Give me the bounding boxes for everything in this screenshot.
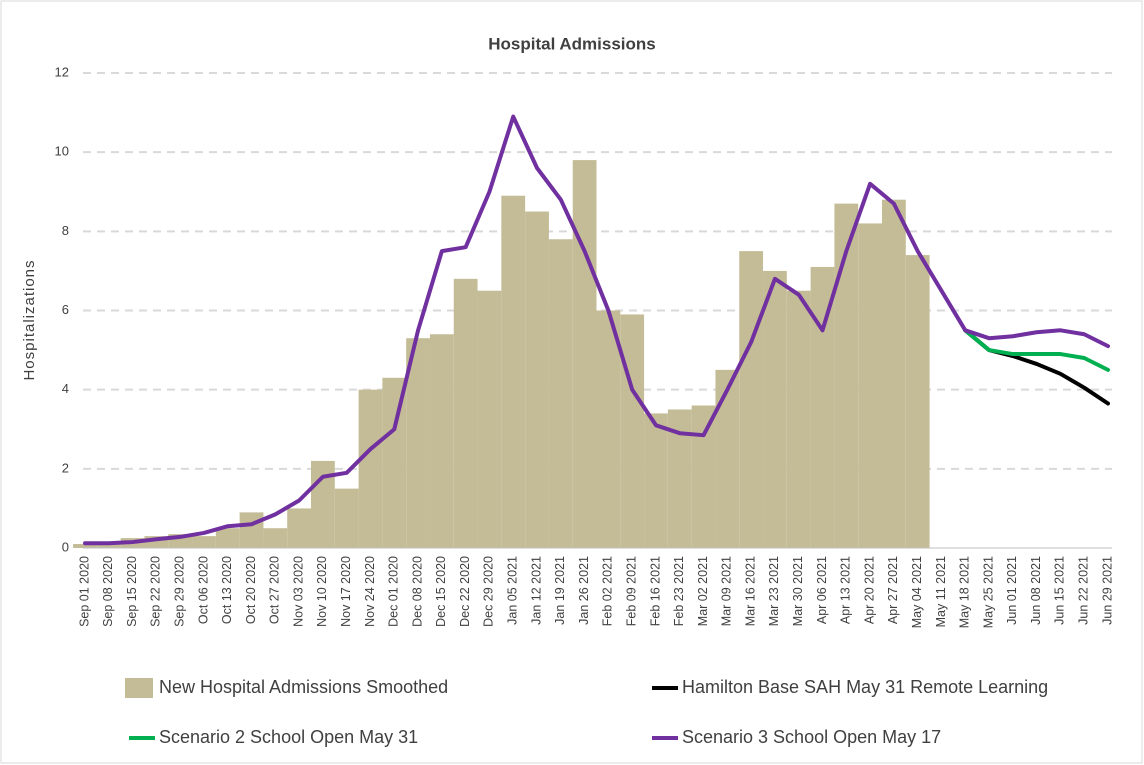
y-tick-label: 8 bbox=[62, 223, 69, 238]
x-tick-label: Mar 02 2021 bbox=[696, 556, 710, 626]
x-tick-label: Oct 27 2020 bbox=[268, 556, 282, 624]
bar bbox=[263, 528, 288, 548]
legend-label: Hamilton Base SAH May 31 Remote Learning bbox=[682, 677, 1048, 697]
bar bbox=[834, 203, 859, 548]
bar bbox=[548, 239, 573, 548]
x-tick-label: Dec 15 2020 bbox=[434, 556, 448, 627]
x-tick-label: Jan 26 2021 bbox=[577, 556, 591, 625]
bar bbox=[382, 377, 407, 548]
x-tick-label: Sep 22 2020 bbox=[149, 556, 163, 627]
y-axis-label: Hospitalizations bbox=[21, 259, 38, 380]
bar bbox=[905, 255, 930, 549]
bar bbox=[667, 409, 692, 548]
x-tick-label: Mar 16 2021 bbox=[743, 556, 757, 626]
x-tick-label: Nov 03 2020 bbox=[291, 556, 305, 627]
x-tick-label: Apr 20 2021 bbox=[862, 556, 876, 624]
x-tick-label: Jan 12 2021 bbox=[529, 556, 543, 625]
x-tick-label: Mar 23 2021 bbox=[767, 556, 781, 626]
x-tick-label: Dec 29 2020 bbox=[482, 556, 496, 627]
x-tick-label: May 04 2021 bbox=[910, 556, 924, 628]
x-tick-label: Nov 24 2020 bbox=[363, 556, 377, 627]
x-tick-label: Dec 22 2020 bbox=[458, 556, 472, 627]
bar bbox=[858, 223, 882, 548]
x-tick-label: Sep 15 2020 bbox=[125, 556, 139, 627]
x-tick-label: Jun 15 2021 bbox=[1053, 556, 1067, 625]
x-tick-label: Dec 08 2020 bbox=[410, 556, 424, 627]
bar bbox=[572, 160, 597, 549]
bar bbox=[715, 369, 740, 548]
x-tick-label: Apr 13 2021 bbox=[839, 556, 853, 624]
bar bbox=[215, 528, 240, 548]
x-tick-label: Sep 29 2020 bbox=[172, 556, 186, 627]
x-tick-label: Jan 05 2021 bbox=[506, 556, 520, 625]
bar bbox=[644, 413, 668, 548]
x-tick-label: Mar 30 2021 bbox=[791, 556, 805, 626]
x-tick-label: Mar 09 2021 bbox=[720, 556, 734, 626]
bar bbox=[525, 211, 549, 548]
legend-label: New Hospital Admissions Smoothed bbox=[159, 677, 448, 697]
x-tick-label: Jun 01 2021 bbox=[1005, 556, 1019, 625]
line bbox=[83, 114, 1110, 546]
bar bbox=[358, 389, 383, 548]
x-tick-label: Nov 17 2020 bbox=[339, 556, 353, 627]
y-tick-label: 12 bbox=[55, 64, 69, 79]
bar bbox=[620, 314, 645, 548]
x-tick-label: Apr 27 2021 bbox=[886, 556, 900, 624]
x-tick-label: Feb 23 2021 bbox=[672, 556, 686, 626]
legend-label: Scenario 3 School Open May 17 bbox=[682, 727, 941, 747]
bar bbox=[501, 195, 526, 549]
x-tick-label: Jan 19 2021 bbox=[553, 556, 567, 625]
y-tick-label: 4 bbox=[62, 381, 69, 396]
bar bbox=[691, 405, 716, 548]
x-tick-label: Oct 13 2020 bbox=[220, 556, 234, 624]
bar bbox=[406, 338, 430, 548]
x-tick-label: May 18 2021 bbox=[958, 556, 972, 628]
x-tick-label: Oct 06 2020 bbox=[196, 556, 210, 624]
x-tick-label: Nov 10 2020 bbox=[315, 556, 329, 627]
line bbox=[963, 328, 1110, 372]
x-tick-label: Sep 01 2020 bbox=[77, 556, 91, 627]
bar bbox=[239, 512, 264, 548]
bar bbox=[477, 290, 502, 548]
bar bbox=[763, 270, 787, 548]
bar bbox=[810, 266, 835, 548]
x-tick-label: Feb 02 2021 bbox=[601, 556, 615, 626]
bar bbox=[596, 310, 621, 548]
bar bbox=[73, 544, 97, 548]
x-tick-label: Apr 06 2021 bbox=[815, 556, 829, 624]
bar bbox=[334, 488, 359, 548]
x-tick-label: Jun 22 2021 bbox=[1077, 556, 1091, 625]
x-tick-label: Jun 29 2021 bbox=[1100, 556, 1114, 625]
bar bbox=[739, 251, 764, 548]
y-tick-label: 10 bbox=[55, 144, 69, 159]
x-tick-label: Feb 16 2021 bbox=[648, 556, 662, 626]
bar bbox=[453, 278, 478, 548]
x-tick-label: Dec 01 2020 bbox=[387, 556, 401, 627]
y-tick-label: 6 bbox=[62, 302, 69, 317]
chart-title: Hospital Admissions bbox=[488, 34, 656, 53]
x-tick-label: Feb 09 2021 bbox=[624, 556, 638, 626]
bar bbox=[429, 334, 454, 548]
bar bbox=[881, 199, 906, 548]
x-tick-label: Jun 08 2021 bbox=[1029, 556, 1043, 625]
x-tick-label: Sep 08 2020 bbox=[101, 556, 115, 627]
bar bbox=[287, 508, 312, 548]
bar bbox=[192, 536, 216, 548]
legend-swatch bbox=[125, 678, 153, 698]
bar bbox=[144, 536, 169, 548]
x-tick-label: May 11 2021 bbox=[934, 556, 948, 627]
x-tick-label: May 25 2021 bbox=[981, 556, 995, 628]
legend-label: Scenario 2 School Open May 31 bbox=[159, 727, 418, 747]
bar bbox=[786, 290, 811, 548]
y-tick-label: 0 bbox=[62, 539, 69, 554]
x-tick-label: Oct 20 2020 bbox=[244, 556, 258, 624]
y-tick-label: 2 bbox=[62, 460, 69, 475]
